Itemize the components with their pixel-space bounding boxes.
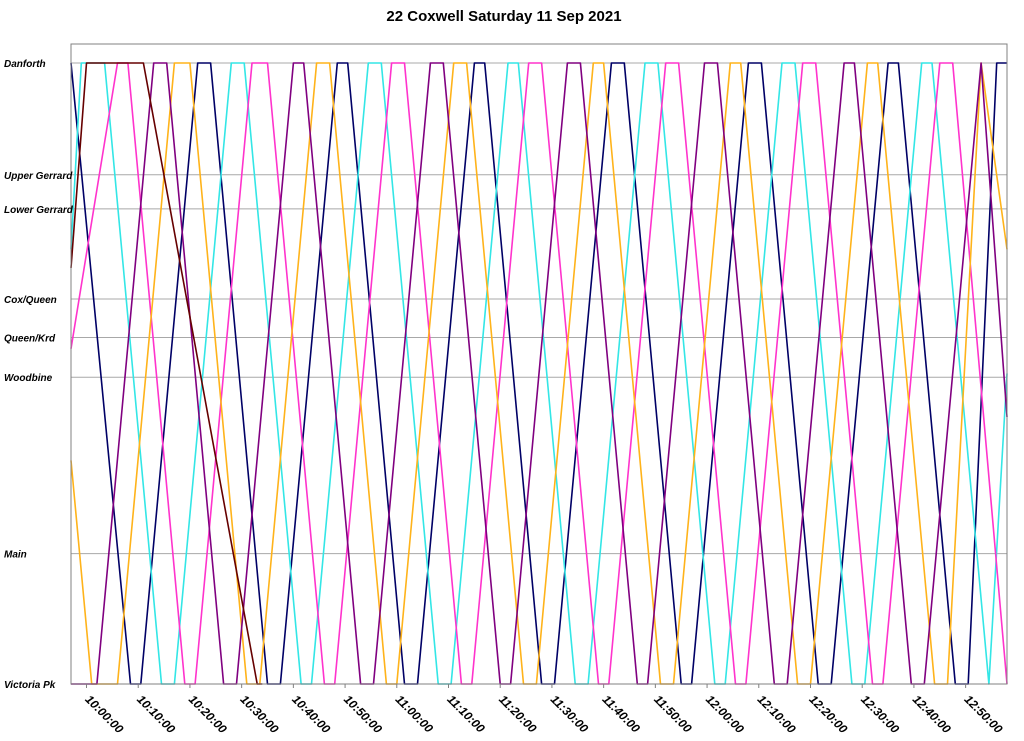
stop-label-5: Woodbine	[4, 373, 53, 384]
stop-label-3: Cox/Queen	[4, 295, 57, 306]
stop-gridlines	[71, 62, 1007, 555]
x-tick-label-9: 11:30:00	[548, 692, 591, 735]
stop-label-4: Queen/Krd	[4, 333, 56, 344]
time-tick-labels: 10:00:00 10:10:00 10:20:00 10:30:00 10:40:00…	[82, 684, 1006, 736]
chart-title: 22 Coxwell Saturday 11 Sep 2021	[386, 8, 621, 25]
trip-line-2	[70, 62, 1008, 685]
x-tick-label-1: 10:10:00	[134, 692, 178, 736]
x-tick-label-10: 11:40:00	[600, 692, 643, 735]
plot-area-frame	[70, 43, 1008, 685]
x-tick-label-6: 11:00:00	[393, 692, 436, 735]
x-tick-label-11: 11:50:00	[651, 692, 694, 735]
stop-label-6: Main	[4, 550, 27, 561]
x-tick-label-8: 11:20:00	[496, 692, 539, 735]
x-tick-label-2: 10:20:00	[186, 692, 230, 736]
x-tick-label-12: 12:00:00	[703, 692, 747, 736]
stop-label-2: Lower Gerrard	[4, 205, 74, 216]
trip-line-4	[71, 62, 1008, 685]
stop-label-7: Victoria Pk	[4, 680, 56, 691]
stop-label-0: Danforth	[4, 59, 46, 70]
x-tick-label-0: 10:00:00	[82, 692, 126, 736]
trip-lines	[70, 62, 1008, 685]
x-tick-label-7: 11:10:00	[444, 692, 487, 735]
x-tick-label-14: 12:20:00	[806, 692, 850, 736]
x-tick-label-4: 10:40:00	[289, 692, 333, 736]
x-tick-label-16: 12:40:00	[910, 692, 954, 736]
x-tick-label-3: 10:30:00	[238, 692, 282, 736]
stop-labels: Danforth Upper Gerrard Lower Gerrard Cox/Qu…	[4, 59, 74, 691]
x-tick-label-13: 12:10:00	[755, 692, 799, 736]
stop-label-1: Upper Gerrard	[4, 171, 73, 182]
x-tick-label-5: 10:50:00	[341, 692, 385, 736]
x-tick-label-17: 12:50:00	[962, 692, 1006, 736]
x-tick-label-15: 12:30:00	[858, 692, 902, 736]
